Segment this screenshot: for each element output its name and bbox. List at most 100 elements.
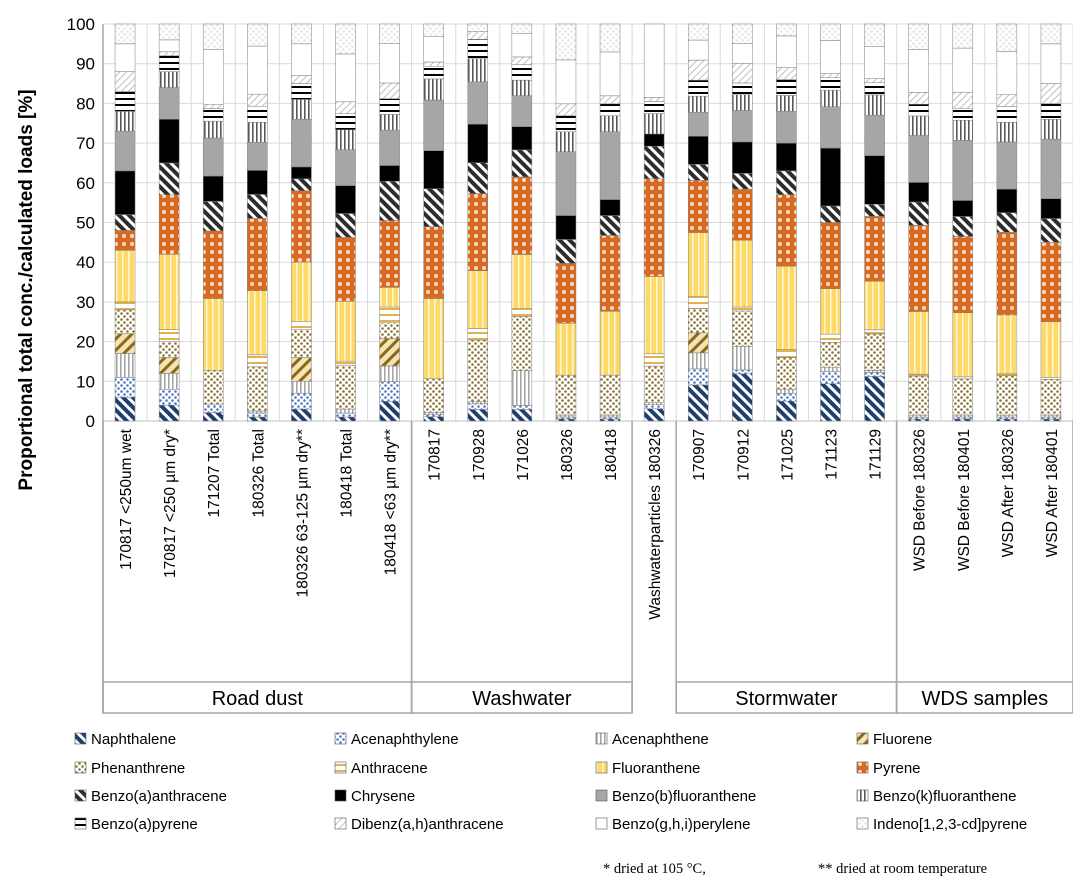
bar-segment: [555, 416, 577, 420]
bar-segment: [732, 141, 753, 174]
bar-segment: [423, 23, 444, 37]
legend-label: Fluoranthene: [612, 760, 700, 777]
bar-segment: [996, 212, 1018, 233]
bar-segment: [864, 78, 885, 83]
group-label: Road dust: [212, 688, 304, 710]
bar-segment: [1040, 377, 1062, 380]
bar-segment: [158, 119, 180, 164]
bar-segment: [732, 346, 753, 371]
y-tick-label: 70: [76, 134, 95, 153]
bar-segment: [1040, 321, 1062, 378]
bar-segment: [820, 77, 841, 91]
legend-label: Benzo(a)pyrene: [91, 816, 198, 833]
y-tick-label: 20: [76, 333, 95, 352]
y-tick-label: 100: [67, 15, 95, 34]
bar-segment: [643, 23, 665, 98]
bar-segment: [599, 131, 621, 200]
bar-segment: [643, 113, 665, 135]
bar-segment: [643, 402, 665, 405]
bar-segment: [864, 372, 885, 377]
bar-segment: [1040, 242, 1062, 323]
bar-segment: [202, 175, 224, 202]
bar-segment: [864, 46, 885, 79]
bar-segment: [379, 365, 400, 382]
bar-segment: [511, 64, 533, 81]
bar-segment: [996, 373, 1018, 377]
bar-segment: [908, 135, 929, 183]
bar-segment: [379, 306, 400, 323]
bar-segment: [599, 199, 621, 216]
bar-segment: [643, 133, 665, 147]
bar-segment: [158, 194, 180, 255]
bar-segment: [996, 188, 1018, 213]
x-tick-label: 170907: [691, 429, 708, 481]
bar-segment: [555, 131, 577, 152]
bar-segment: [908, 416, 929, 420]
bar-segment: [599, 51, 621, 97]
bar-segment: [952, 200, 974, 217]
x-tick-label: 180418 Total: [339, 429, 356, 518]
bar-segment: [247, 105, 268, 123]
bar-segment: [687, 352, 709, 370]
bar-segment: [776, 111, 797, 144]
bar-segment: [687, 368, 709, 386]
bar-segment: [820, 23, 841, 41]
bar-segment: [511, 316, 533, 371]
bar-segment: [643, 365, 665, 403]
legend-label: Benzo(g,h,i)perylene: [612, 816, 750, 833]
x-tick-label: 171129: [868, 429, 885, 480]
legend-label: Indeno[1,2,3-cd]pyrene: [873, 816, 1027, 833]
bar-segment: [864, 23, 885, 47]
bar-segment: [1040, 138, 1062, 199]
bar-segment: [379, 129, 400, 166]
bar-segment: [820, 222, 841, 289]
legend-swatch: [856, 817, 869, 830]
bar-segment: [776, 392, 797, 402]
bar-segment: [1040, 218, 1062, 243]
bar-segment: [379, 401, 400, 422]
bar-segment: [1040, 379, 1062, 416]
bar-segment: [114, 396, 136, 422]
y-tick-label: 50: [76, 214, 95, 233]
legend-swatch: [334, 761, 347, 774]
x-tick-label: 171025: [779, 429, 796, 481]
bar-segment: [423, 150, 444, 189]
bar-segment: [732, 63, 753, 84]
bar-segment: [423, 65, 444, 80]
bar-segment: [511, 33, 533, 58]
legend-label: Benzo(a)anthracene: [91, 788, 227, 805]
bar-segment: [776, 142, 797, 172]
bar-segment: [247, 45, 268, 95]
legend-swatch: [74, 761, 87, 774]
bar-segment: [687, 39, 709, 61]
bar-segment: [908, 201, 929, 226]
bar-segment: [158, 87, 180, 120]
bar-segment: [643, 178, 665, 277]
bar-segment: [555, 215, 577, 240]
bar-segment: [996, 122, 1018, 143]
bar-segment: [511, 79, 533, 96]
x-tick-label: WSD After 180401: [1044, 429, 1061, 557]
bar-segment: [687, 180, 709, 233]
bar-segment: [820, 383, 841, 422]
legend-label: Fluorene: [873, 731, 932, 748]
bar-segment: [423, 378, 444, 413]
bar-segment: [335, 113, 356, 130]
bar-segment: [952, 119, 974, 141]
bar-segment: [1040, 43, 1062, 84]
bar-segment: [202, 120, 224, 139]
bar-segment: [864, 329, 885, 335]
bar-segment: [511, 409, 533, 422]
bar-segment: [687, 23, 709, 41]
x-tick-label: 170817: [427, 429, 444, 481]
bar-segment: [687, 332, 709, 354]
bar-segment: [202, 49, 224, 105]
bar-segment: [687, 136, 709, 165]
bar-segment: [379, 82, 400, 99]
bar-segment: [599, 418, 621, 422]
bar-segment: [114, 353, 136, 378]
bar-segment: [379, 165, 400, 182]
bar-segment: [643, 408, 665, 422]
legend-label: Chrysene: [351, 788, 415, 805]
bar-segment: [643, 145, 665, 179]
